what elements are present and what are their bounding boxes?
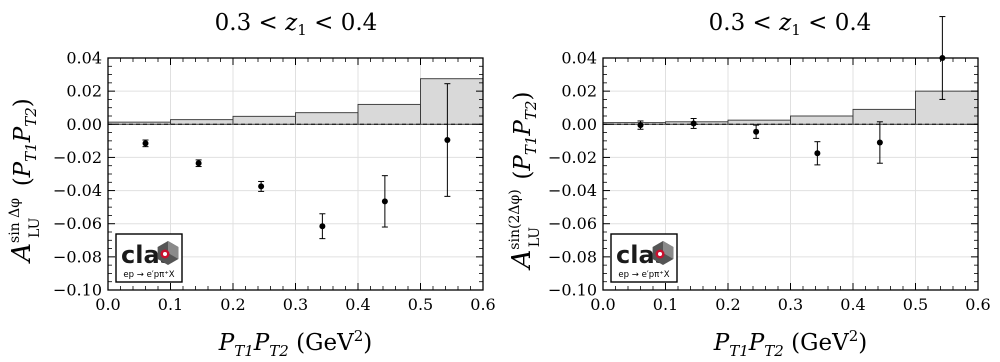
x-tick-label: 0.5 [408,295,433,314]
logo-reaction: ep → e′pπ⁺X [618,270,669,280]
right-panel: 0.04 0.02 0.00 −0.02 −0.04 −0.06 −0.08 −0.100.0… [507,10,991,360]
data-point [444,137,451,144]
y-tick-label: 0.02 [66,82,102,101]
x-tick-label: 0.4 [840,295,865,314]
x-tick-label: 0.6 [965,295,990,314]
x-tick-label: 0.6 [470,295,495,314]
x-tick-label: 0.5 [903,295,928,314]
x-tick-label: 0.3 [283,295,308,314]
systematic-band [420,78,484,125]
systematic-band [790,115,854,125]
systematic-band [727,119,791,125]
panel-title: 0.3 < z1 < 0.4 [709,10,872,39]
x-tick-label: 0.0 [590,295,615,314]
y-axis-label: Asin Δφ LU (PT1PT2) [7,98,43,264]
systematic-band [232,115,296,125]
systematic-band [357,103,421,125]
systematic-band [915,90,979,125]
y-tick-label: −0.08 [53,247,102,266]
x-tick-label: 0.1 [653,295,678,314]
y-tick-label: 0.04 [561,49,597,68]
data-point [637,122,644,129]
x-tick-label: 0.4 [345,295,370,314]
y-tick-label: 0.02 [561,82,597,101]
y-axis-label: Asin(2Δφ) LU (PT1PT2) [507,92,543,271]
logo-cube-face [168,241,179,259]
data-point [876,139,883,146]
logo-dot-highlight [658,252,662,256]
y-tick-label: −0.02 [548,148,597,167]
x-tick-label: 0.1 [158,295,183,314]
y-tick-label: −0.10 [53,281,102,300]
panel-title: 0.3 < z1 < 0.4 [215,10,378,39]
data-point [381,198,388,205]
x-tick-label: 0.2 [715,295,740,314]
systematic-band [295,112,359,125]
y-tick-label: −0.02 [53,148,102,167]
y-tick-label: 0.04 [66,49,102,68]
y-tick-label: −0.04 [548,181,597,200]
data-point [258,183,265,190]
y-tick-label: 0.00 [561,115,597,134]
data-point [319,223,326,230]
x-axis-label: PT1PT2 (GeV2) [218,327,373,360]
left-panel: 0.04 0.02 0.00 −0.02 −0.04 −0.06 −0.08 −0.100.0… [7,10,496,360]
x-tick-label: 0.3 [778,295,803,314]
y-tick-label: −0.06 [53,214,102,233]
data-point [690,120,697,127]
y-tick-label: 0.00 [66,115,102,134]
data-point [142,140,149,147]
x-tick-label: 0.0 [95,295,120,314]
logo-reaction: ep → e′pπ⁺X [123,270,174,280]
data-point [195,160,202,167]
y-tick-label: −0.08 [548,247,597,266]
data-point [753,128,760,135]
y-tick-label: −0.10 [548,281,597,300]
systematic-band [852,108,916,125]
x-tick-label: 0.2 [220,295,245,314]
y-tick-label: −0.04 [53,181,102,200]
logo-dot-highlight [163,252,167,256]
systematic-band [170,119,234,125]
data-point [814,150,821,157]
logo-cube-face [663,241,674,259]
y-tick-label: −0.06 [548,214,597,233]
x-axis-label: PT1PT2 (GeV2) [713,327,868,360]
